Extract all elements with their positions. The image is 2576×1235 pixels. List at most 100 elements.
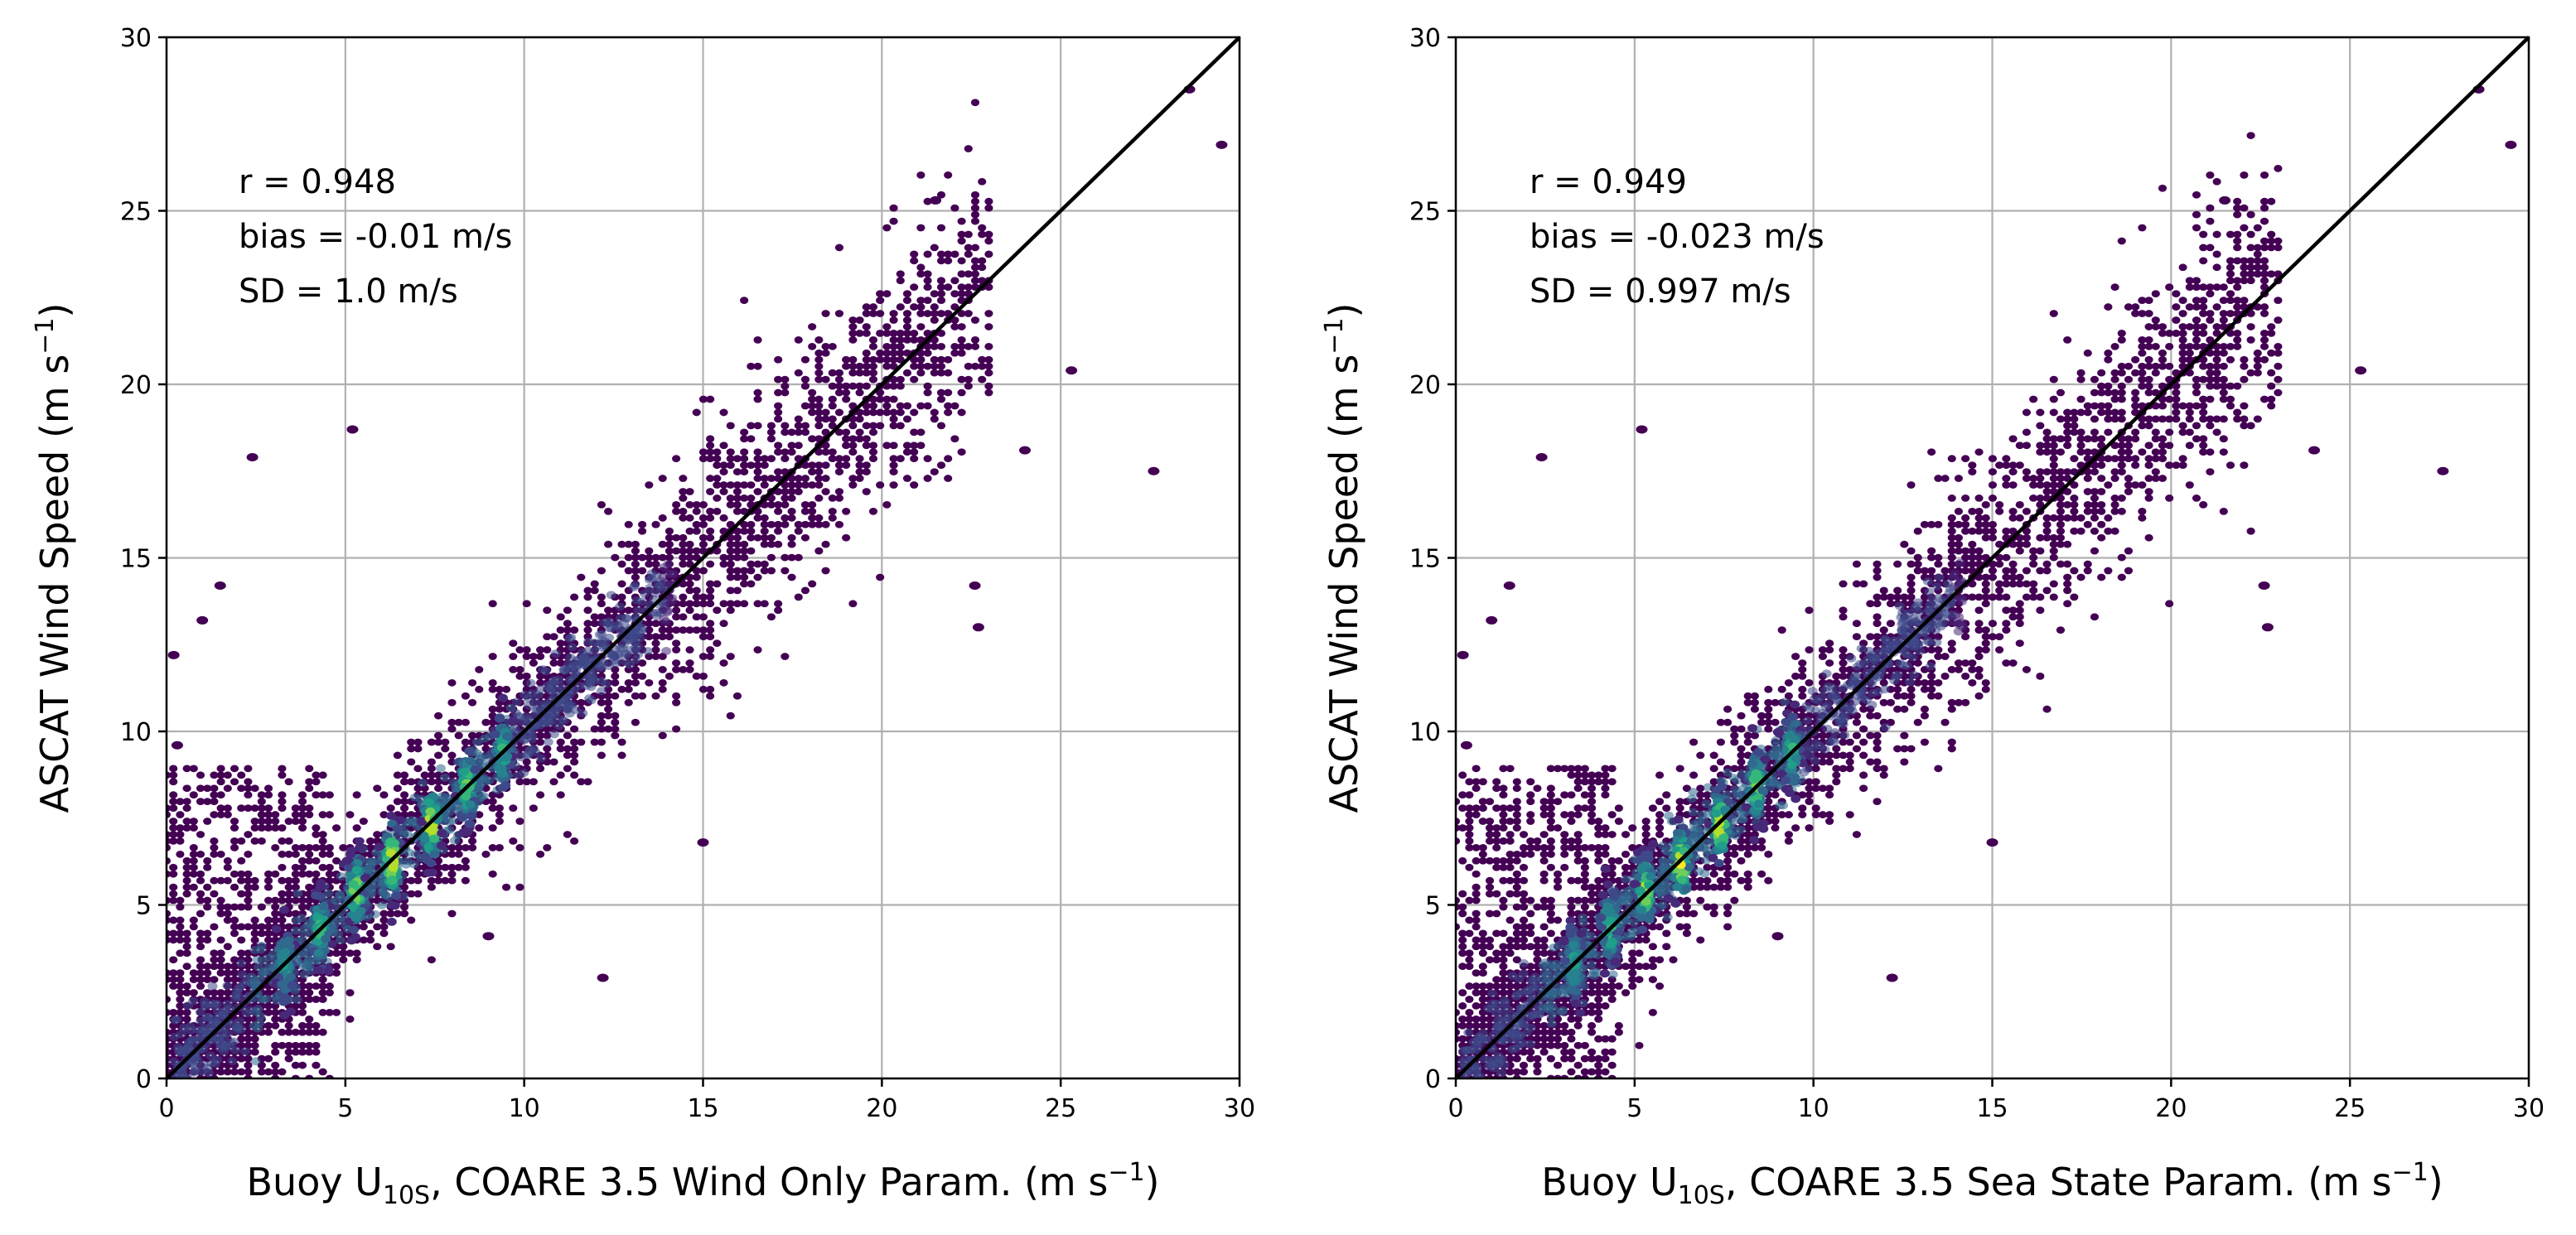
left-hexbin-cell bbox=[910, 257, 919, 265]
right-hexbin-cell bbox=[2158, 448, 2168, 456]
left-hexbin-cell bbox=[305, 896, 314, 905]
left-hexbin-cell bbox=[413, 870, 423, 878]
left-hexbin-cell bbox=[957, 323, 966, 330]
left-hexbin-cell bbox=[284, 1028, 293, 1036]
right-hexbin-cell bbox=[1852, 831, 1861, 838]
right-hexbin-cell bbox=[2240, 224, 2249, 232]
right-hexbin-cell bbox=[1845, 738, 1854, 746]
left-hexbin-cell bbox=[284, 1048, 293, 1056]
right-hexbin-cell bbox=[1675, 765, 1684, 773]
left-hexbin-cell bbox=[774, 606, 783, 615]
left-hexbin-cell bbox=[957, 375, 966, 384]
left-hexbin-cell bbox=[794, 369, 803, 377]
left-hexbin-cell bbox=[488, 685, 497, 693]
right-hexbin-cell bbox=[1798, 791, 1807, 799]
right-hexbin-cell bbox=[1743, 831, 1752, 838]
right-hexbin-cell bbox=[2076, 435, 2085, 443]
left-hexbin-cell bbox=[868, 428, 878, 437]
left-hexbin-cell bbox=[964, 145, 973, 152]
left-hexbin-cell bbox=[189, 916, 198, 924]
left-hexbin-cell bbox=[441, 863, 450, 871]
left-hexbin-cell bbox=[672, 646, 681, 654]
right-hexbin-cell bbox=[1723, 856, 1733, 865]
left-hexbin-cell bbox=[679, 593, 688, 601]
left-hexbin-cell bbox=[916, 303, 926, 311]
right-hexbin-cell bbox=[1907, 745, 1916, 753]
left-density-peak-cell bbox=[374, 842, 384, 851]
right-hexbin-cell bbox=[2199, 303, 2208, 311]
left-hexbin-cell bbox=[331, 949, 341, 958]
right-hexbin-cell bbox=[2015, 461, 2024, 470]
left-hexbin-cell bbox=[597, 613, 606, 621]
left-hexbin-cell bbox=[563, 731, 572, 740]
left-density-peak-cell bbox=[287, 981, 297, 990]
left-hexbin-cell bbox=[984, 342, 993, 350]
left-hexbin-cell bbox=[189, 863, 198, 871]
right-hexbin-cell bbox=[2253, 303, 2262, 311]
right-hexbin-cell bbox=[2233, 257, 2242, 265]
left-density-peak-cell bbox=[285, 1007, 296, 1016]
left-hexbin-cell bbox=[916, 323, 926, 330]
left-hexbin-cell bbox=[169, 863, 178, 871]
left-hexbin-cell bbox=[263, 1002, 273, 1010]
left-density-peak-cell bbox=[387, 838, 398, 847]
left-hexbin-cell bbox=[970, 316, 980, 324]
left-hexbin-cell bbox=[284, 883, 293, 891]
left-hexbin-cell bbox=[828, 422, 837, 430]
left-hexbin-cell bbox=[244, 1035, 253, 1043]
left-hexbin-cell bbox=[590, 613, 599, 621]
left-hexbin-cell bbox=[679, 613, 688, 621]
right-hexbin-cell bbox=[1737, 751, 1746, 760]
left-density-peak-cell bbox=[283, 936, 294, 945]
left-hexbin-cell bbox=[373, 923, 382, 931]
left-hexbin-cell bbox=[631, 678, 640, 687]
left-hexbin-cell bbox=[515, 646, 524, 654]
left-hexbin-cell bbox=[182, 943, 191, 951]
left-hexbin-cell bbox=[305, 811, 314, 818]
left-hexbin-cell bbox=[902, 402, 912, 410]
left-hexbin-cell bbox=[454, 731, 463, 740]
right-hexbin-cell bbox=[2246, 132, 2255, 139]
left-hexbin-cell bbox=[828, 382, 837, 390]
left-hexbin-cell bbox=[713, 580, 722, 588]
left-hexbin-cell bbox=[944, 408, 953, 417]
left-hexbin-cell bbox=[597, 738, 606, 746]
left-hexbin-cell bbox=[176, 929, 185, 938]
right-hexbin-cell bbox=[1764, 712, 1773, 720]
left-density-peak-cell bbox=[500, 781, 511, 790]
left-hexbin-cell bbox=[297, 870, 307, 878]
left-density-peak-cell bbox=[350, 914, 361, 923]
right-hexbin-cell bbox=[1940, 567, 1950, 575]
left-hexbin-cell bbox=[787, 441, 796, 450]
left-hexbin-cell bbox=[950, 303, 959, 311]
left-hexbin-cell bbox=[679, 540, 688, 548]
left-hexbin-cell bbox=[189, 765, 198, 773]
left-hexbin-cell bbox=[964, 244, 973, 252]
left-hexbin-cell bbox=[957, 270, 966, 278]
left-hexbin-cell bbox=[984, 369, 993, 377]
left-hexbin-cell bbox=[250, 876, 259, 885]
left-hexbin-cell bbox=[583, 778, 592, 786]
left-outlier-point-15 bbox=[196, 615, 209, 625]
left-y-tick-label-5: 5 bbox=[136, 892, 152, 921]
right-hexbin-cell bbox=[1689, 738, 1699, 746]
left-hexbin-cell bbox=[984, 250, 993, 258]
left-hexbin-cell bbox=[685, 540, 694, 548]
left-hexbin-cell bbox=[305, 1021, 314, 1030]
right-hexbin-cell bbox=[1472, 1015, 1481, 1023]
right-hexbin-cell bbox=[1764, 798, 1773, 806]
right-hexbin-cell bbox=[2110, 468, 2119, 475]
left-xlabel-superscript: −1 bbox=[1108, 1158, 1144, 1187]
right-hexbin-cell bbox=[1981, 685, 1990, 693]
left-hexbin-cell bbox=[203, 863, 212, 871]
right-hexbin-cell bbox=[2029, 395, 2038, 403]
left-hexbin-cell bbox=[176, 989, 185, 996]
left-density-cell bbox=[196, 1067, 207, 1076]
left-hexbin-cell bbox=[237, 923, 246, 931]
left-hexbin-cell bbox=[698, 533, 708, 542]
left-hexbin-cell bbox=[834, 428, 844, 437]
right-hexbin-cell bbox=[2240, 263, 2249, 272]
left-density-cell bbox=[258, 995, 268, 1004]
left-hexbin-cell bbox=[325, 863, 334, 871]
right-hexbin-cell bbox=[1709, 903, 1718, 911]
